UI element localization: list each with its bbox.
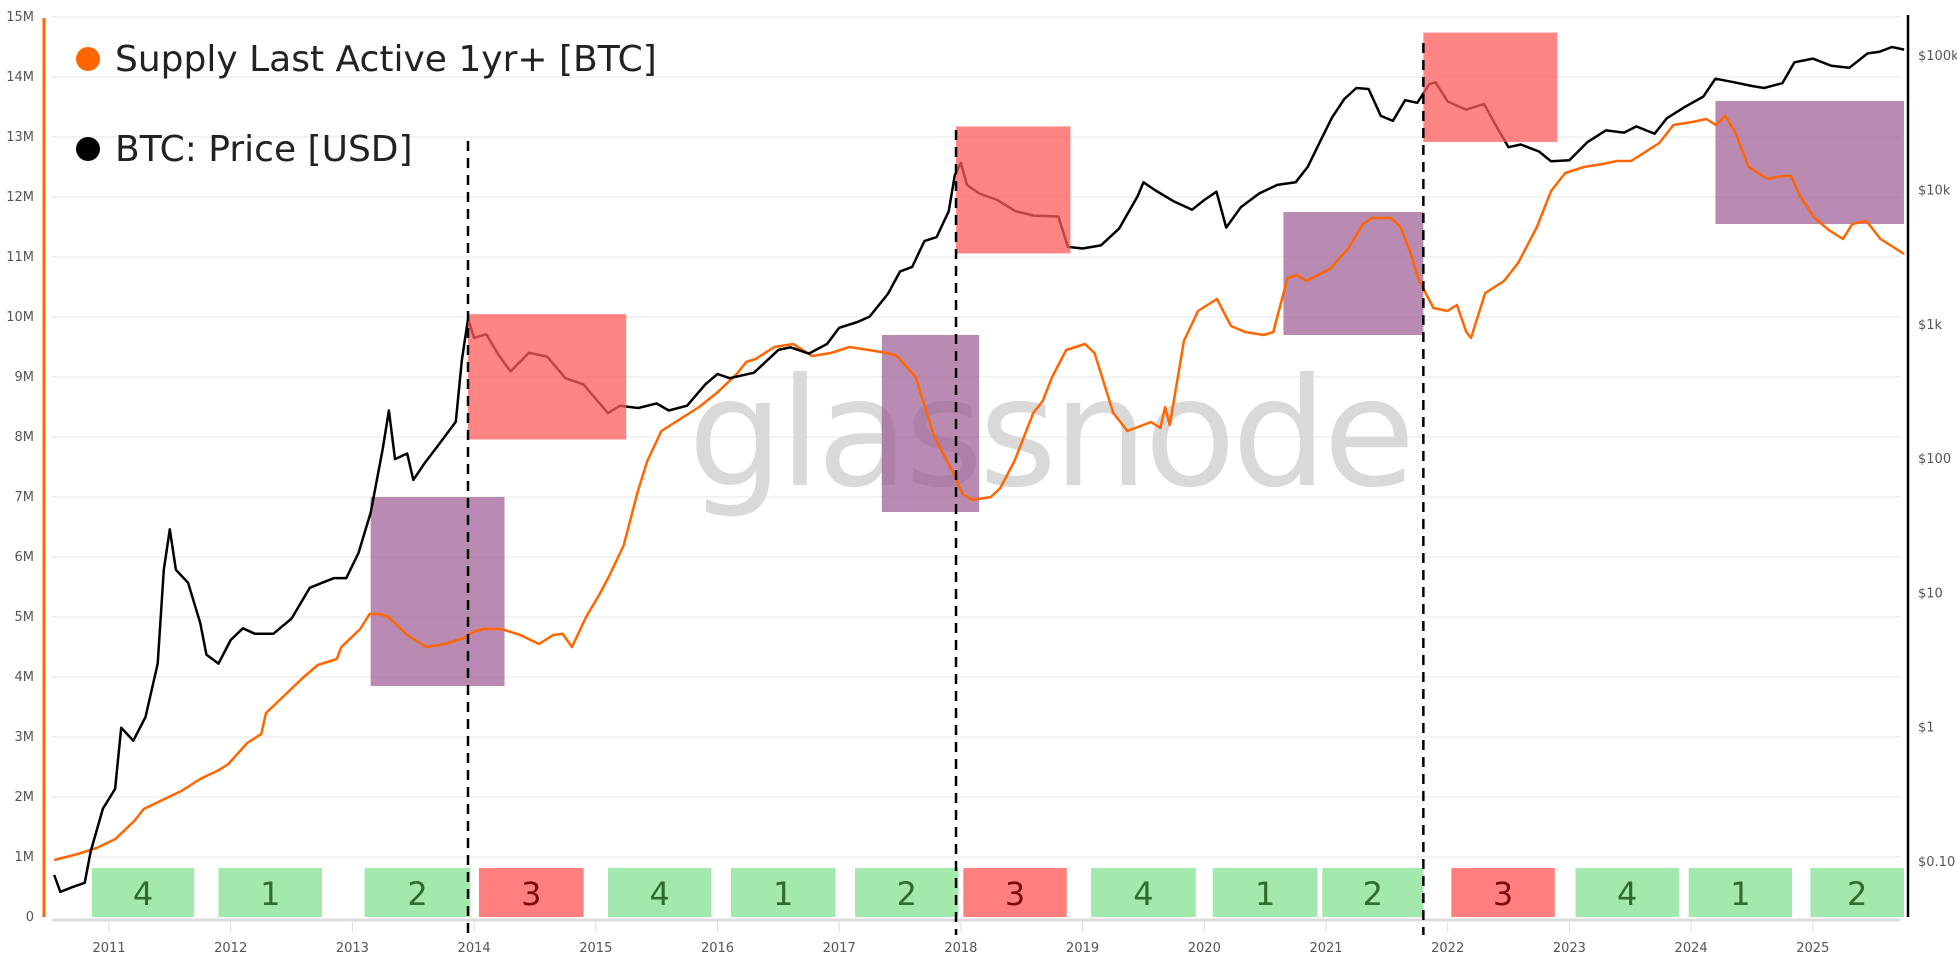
right-tick-label: $1 [1918, 721, 1935, 736]
left-tick-label: 7M [15, 490, 35, 505]
left-tick-label: 4M [15, 670, 35, 685]
x-tick-label: 2011 [92, 941, 125, 956]
quarter-box-green: 2 [364, 868, 471, 917]
quarter-box-red: 3 [963, 868, 1067, 917]
right-tick-label: $0.10 [1918, 855, 1955, 870]
right-tick-label: $10 [1918, 586, 1943, 601]
quarter-label: 1 [260, 875, 280, 913]
left-tick-label: 12M [6, 190, 34, 205]
quarter-label: 2 [1847, 875, 1867, 913]
left-tick-label: 11M [6, 250, 34, 265]
right-tick-label: $1k [1918, 318, 1943, 333]
left-tick-label: 6M [15, 550, 35, 565]
quarter-label: 2 [897, 875, 917, 913]
legend-price-label: BTC: Price [USD] [115, 129, 413, 170]
x-tick-label: 2020 [1188, 941, 1221, 956]
quarter-label: 4 [650, 875, 670, 913]
quarter-box-green: 1 [730, 868, 836, 917]
x-tick-label: 2015 [579, 941, 612, 956]
quarter-label: 1 [1255, 875, 1275, 913]
quarter-label: 2 [1363, 875, 1383, 913]
right-tick-label: $100 [1918, 452, 1951, 467]
left-tick-label: 13M [6, 130, 34, 145]
quarter-label: 4 [1617, 875, 1637, 913]
red-highlight-boxes [468, 32, 1558, 440]
quarter-box-green: 2 [1810, 868, 1905, 917]
series-lines [53, 45, 1905, 894]
left-tick-label: 1M [15, 850, 35, 865]
legend-supply-label: Supply Last Active 1yr+ [BTC] [115, 39, 657, 80]
x-tick-label: 2018 [944, 941, 977, 956]
legend: Supply Last Active 1yr+ [BTC] BTC: Price… [76, 39, 657, 170]
left-tick-label: 9M [15, 370, 35, 385]
quarter-label: 2 [407, 875, 427, 913]
cycle-top-dashed-lines [466, 43, 1425, 935]
purple-highlight-boxes [370, 101, 1905, 686]
x-tick-label: 2024 [1675, 941, 1708, 956]
x-tick-label: 2025 [1796, 941, 1829, 956]
supply-line [53, 114, 1905, 862]
quarter-box-red: 3 [1451, 868, 1555, 917]
quarter-boxes: 4 1 2 3 4 1 2 3 4 1 2 3 4 1 2 [91, 868, 1905, 917]
right-tick-label: $100k [1918, 49, 1957, 64]
quarter-box-green: 4 [1575, 868, 1679, 917]
quarter-label: 3 [521, 875, 541, 913]
quarter-box-green: 4 [1091, 868, 1196, 917]
quarter-box-green: 2 [1322, 868, 1424, 917]
price-line [53, 45, 1905, 894]
quarter-box-green: 4 [91, 868, 195, 917]
x-axis: 2011 2012 2013 2014 2015 2016 2017 2018 2019 2020… [52, 918, 1900, 956]
x-tick-label: 2012 [214, 941, 247, 956]
quarter-label: 3 [1005, 875, 1025, 913]
quarter-box-green: 1 [1688, 868, 1793, 917]
left-y-axis: 0 1M 2M 3M 4M 5M 6M 7M 8M 9M 10M 11M 12M 13M 14M 15M [6, 10, 46, 925]
quarter-box-green: 2 [855, 868, 959, 917]
x-tick-label: 2021 [1309, 941, 1342, 956]
red-highlight-box [1423, 32, 1558, 142]
left-tick-label: 3M [15, 730, 35, 745]
quarter-label: 4 [1133, 875, 1153, 913]
right-y-axis: $0.10 $1 $10 $100 $1k $10k $100k [1906, 15, 1957, 917]
x-tick-label: 2013 [336, 941, 369, 956]
x-tick-label: 2019 [1066, 941, 1099, 956]
left-tick-label: 10M [6, 310, 34, 325]
x-tick-label: 2023 [1553, 941, 1586, 956]
left-tick-label: 15M [6, 10, 34, 25]
quarter-box-green: 1 [1212, 868, 1318, 917]
left-tick-label: 0 [26, 910, 34, 925]
quarter-label: 1 [773, 875, 793, 913]
purple-highlight-box [370, 497, 505, 686]
quarter-box-green: 4 [607, 868, 712, 917]
left-tick-label: 14M [6, 70, 34, 85]
left-tick-label: 5M [15, 610, 35, 625]
purple-highlight-box [1283, 212, 1424, 335]
x-tick-label: 2016 [701, 941, 734, 956]
quarter-label: 4 [133, 875, 153, 913]
quarter-box-green: 1 [218, 868, 322, 917]
left-tick-label: 2M [15, 790, 35, 805]
purple-highlight-box [1715, 101, 1905, 224]
legend-price-dot-icon [76, 137, 100, 161]
x-tick-label: 2014 [458, 941, 491, 956]
left-tick-label: 8M [15, 430, 35, 445]
legend-supply-dot-icon [76, 47, 100, 71]
red-highlight-box [468, 314, 627, 440]
right-tick-label: $10k [1918, 184, 1951, 199]
x-tick-label: 2017 [823, 941, 856, 956]
red-highlight-box [956, 126, 1071, 254]
quarter-label: 3 [1493, 875, 1513, 913]
quarter-box-red: 3 [478, 868, 584, 917]
glassnode-watermark: glassnode [688, 347, 1411, 521]
x-tick-label: 2022 [1431, 941, 1464, 956]
quarter-label: 1 [1730, 875, 1750, 913]
